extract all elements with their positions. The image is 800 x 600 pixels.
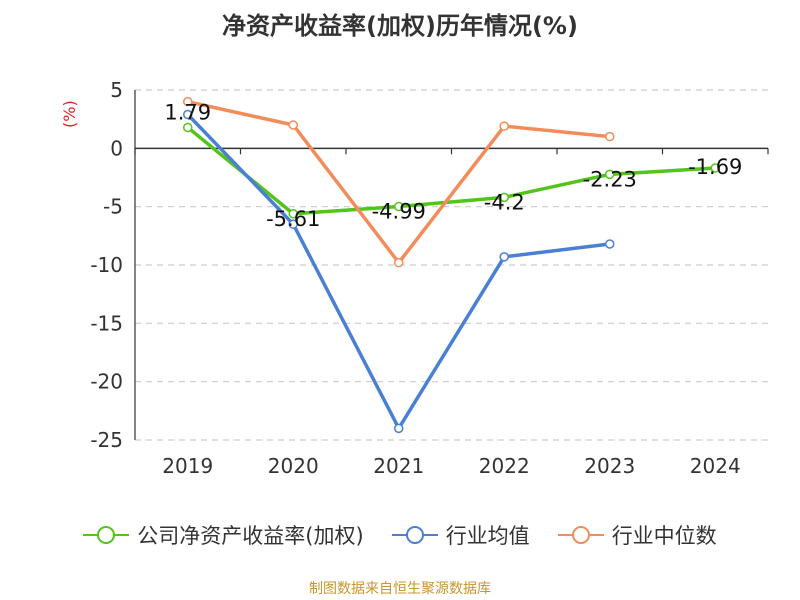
data-point — [605, 131, 615, 142]
legend-label: 行业中位数 — [611, 524, 717, 548]
source-footnote: 制图数据来自恒生聚源数据库 — [309, 581, 491, 597]
data-label: -2.23 — [583, 167, 637, 191]
data-point — [183, 96, 193, 107]
legend-label: 行业均值 — [445, 524, 530, 548]
data-point — [288, 219, 298, 229]
legend-swatch-icon — [83, 526, 130, 544]
y-tick-label: -10 — [90, 253, 123, 277]
y-tick-label: -20 — [90, 370, 123, 394]
data-label: -4.2 — [484, 190, 525, 214]
data-point — [183, 122, 193, 133]
data-label: 1.79 — [164, 100, 211, 124]
legend-swatch-icon — [557, 526, 604, 544]
y-tick-label: -25 — [90, 428, 123, 452]
data-label: -1.69 — [688, 155, 742, 179]
series-line — [186, 126, 716, 216]
data-point — [288, 120, 298, 130]
line-chart: 5 0 -5 -10 -15 -20 -25 2019 2020 2021 2022 2023 2024… — [90, 78, 769, 478]
data-point — [183, 109, 193, 120]
x-tick-label: 2019 — [162, 454, 213, 478]
data-point — [394, 423, 404, 434]
data-point — [605, 169, 615, 180]
data-point — [499, 121, 509, 131]
x-tick-label: 2024 — [690, 454, 741, 478]
x-tick-label: 2022 — [479, 454, 530, 478]
legend-label: 公司净资产收益率(加权) — [137, 524, 364, 548]
data-point — [288, 209, 298, 219]
data-point — [499, 192, 509, 203]
data-point — [394, 201, 404, 212]
legend-item-industry-median[interactable]: 行业中位数 — [557, 520, 717, 550]
chart-title: 净资产收益率(加权)历年情况(%) — [222, 12, 578, 40]
y-tick-label: 5 — [110, 78, 123, 102]
legend-item-company[interactable]: 公司净资产收益率(加权) — [83, 520, 364, 550]
data-point — [605, 239, 615, 249]
data-label: -4.99 — [372, 200, 426, 224]
y-tick-label: -5 — [103, 195, 123, 219]
x-tick-label: 2020 — [268, 454, 319, 478]
y-tick-label: -15 — [90, 311, 123, 335]
legend-item-industry-mean[interactable]: 行业均值 — [391, 520, 530, 550]
x-tick-label: 2023 — [584, 454, 635, 478]
x-tick-label: 2021 — [373, 454, 424, 478]
chart-legend: 公司净资产收益率(加权) 行业均值 行业中位数 — [0, 520, 800, 550]
data-point — [394, 257, 404, 268]
data-point — [499, 252, 509, 262]
legend-swatch-icon — [391, 526, 438, 544]
y-tick-label: 0 — [110, 136, 123, 160]
data-label: -5.61 — [266, 207, 320, 231]
data-point — [710, 163, 720, 173]
